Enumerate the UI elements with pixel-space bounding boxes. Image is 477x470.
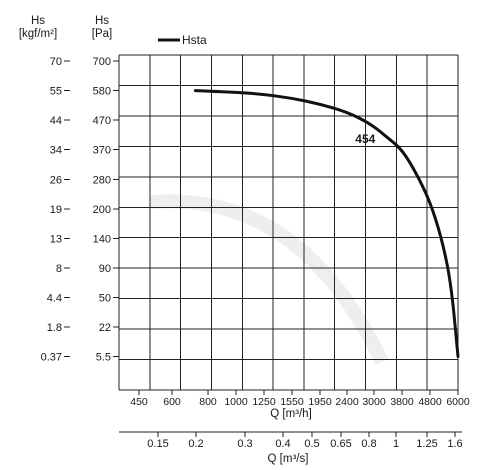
x-primary-tick-label: 3000 [362, 396, 386, 408]
x-primary-tick-label: 3800 [390, 396, 414, 408]
x-secondary-tick-label: 1.25 [416, 438, 437, 450]
left-outer-ticks: 70 55 44 34 26 19 13 8 4.4 1.8 0.37 [41, 56, 70, 364]
x-primary-tick-label: 2400 [335, 396, 359, 408]
left-outer-title-line2: [kgf/m²] [19, 28, 57, 40]
x-primary-tick-label: 6000 [446, 396, 470, 408]
left-inner-tick-label: 200 [93, 204, 111, 216]
left-inner-tick-label: 280 [93, 174, 111, 186]
legend-label: Hsta [182, 33, 207, 47]
left-outer-tick-label: 26 [50, 174, 62, 186]
x-secondary-title: Q [m³/s] [268, 453, 309, 465]
left-outer-tick-label: 0.37 [41, 352, 62, 364]
left-inner-tick-label: 22 [99, 322, 111, 334]
x-secondary-tick-label: 1.6 [447, 438, 462, 450]
left-inner-tick-label: 700 [93, 56, 111, 68]
x-primary-tick-label: 1550 [280, 396, 304, 408]
left-axis-inner: Hs [Pa] 700 580 470 370 280 200 140 90 50 22 5.5 [92, 15, 119, 364]
x-primary-tick-label: 1250 [252, 396, 276, 408]
grid-lines [118, 54, 459, 391]
left-outer-tick-label: 4.4 [47, 292, 62, 304]
x-axis-secondary: 0.15 0.2 0.3 0.4 0.5 0.65 0.8 1 1.25 1.6 Q [m³/s] [119, 431, 463, 465]
plot-background [119, 55, 458, 390]
left-inner-tick-label: 90 [99, 263, 111, 275]
left-outer-tick-label: 34 [50, 145, 62, 157]
x-secondary-tick-label: 0.65 [330, 438, 351, 450]
series-label: 454 [355, 132, 375, 146]
background-watermark-arc [149, 194, 389, 366]
x-primary-tick-label: 4800 [418, 396, 442, 408]
left-outer-tick-label: 13 [50, 233, 62, 245]
x-secondary-tick-label: 0.8 [361, 438, 376, 450]
left-outer-tick-label: 19 [50, 204, 62, 216]
left-inner-title-line2: [Pa] [92, 28, 112, 40]
left-inner-tick-label: 370 [93, 145, 111, 157]
x-primary-title: Q [m³/h] [270, 408, 312, 420]
left-inner-title-line1: Hs [95, 15, 109, 27]
left-inner-tick-label: 50 [99, 292, 111, 304]
x-primary-tick-label: 1950 [308, 396, 332, 408]
x-secondary-ticks: 0.15 0.2 0.3 0.4 0.5 0.65 0.8 1 1.25 1.6 [147, 432, 463, 450]
left-outer-tick-label: 70 [50, 56, 62, 68]
left-inner-tick-label: 580 [93, 86, 111, 98]
performance-curve [193, 89, 460, 359]
legend: Hsta [158, 33, 207, 47]
left-outer-tick-label: 55 [50, 86, 62, 98]
left-inner-tick-label: 140 [93, 233, 111, 245]
left-outer-tick-label: 1.8 [47, 322, 62, 334]
x-secondary-tick-label: 0.5 [304, 438, 319, 450]
x-primary-tick-label: 1000 [224, 396, 248, 408]
plot-area: 454 [118, 54, 460, 391]
x-primary-ticks: 450 600 800 1000 1250 1550 1950 2400 3000 3800 480… [130, 390, 470, 408]
x-secondary-tick-label: 1 [393, 438, 399, 450]
left-inner-tick-label: 470 [93, 115, 111, 127]
x-secondary-tick-label: 0.2 [188, 438, 203, 450]
left-inner-tick-label: 5.5 [96, 352, 111, 364]
x-secondary-tick-label: 0.3 [237, 438, 252, 450]
x-secondary-tick-label: 0.4 [275, 438, 290, 450]
left-axis-outer: Hs [kgf/m²] 70 55 44 34 26 19 13 8 4.4 1.8 0.37 [19, 15, 70, 364]
left-outer-tick-label: 44 [50, 115, 62, 127]
left-outer-title-line1: Hs [31, 15, 45, 27]
left-inner-ticks: 700 580 470 370 280 200 140 90 50 22 5.5 [93, 56, 119, 364]
x-primary-tick-label: 800 [199, 396, 217, 408]
left-outer-tick-label: 8 [56, 263, 62, 275]
x-primary-tick-label: 600 [163, 396, 181, 408]
x-axis-primary: 450 600 800 1000 1250 1550 1950 2400 3000 3800 480… [130, 390, 470, 420]
x-secondary-tick-label: 0.15 [147, 438, 168, 450]
x-primary-tick-label: 450 [130, 396, 148, 408]
